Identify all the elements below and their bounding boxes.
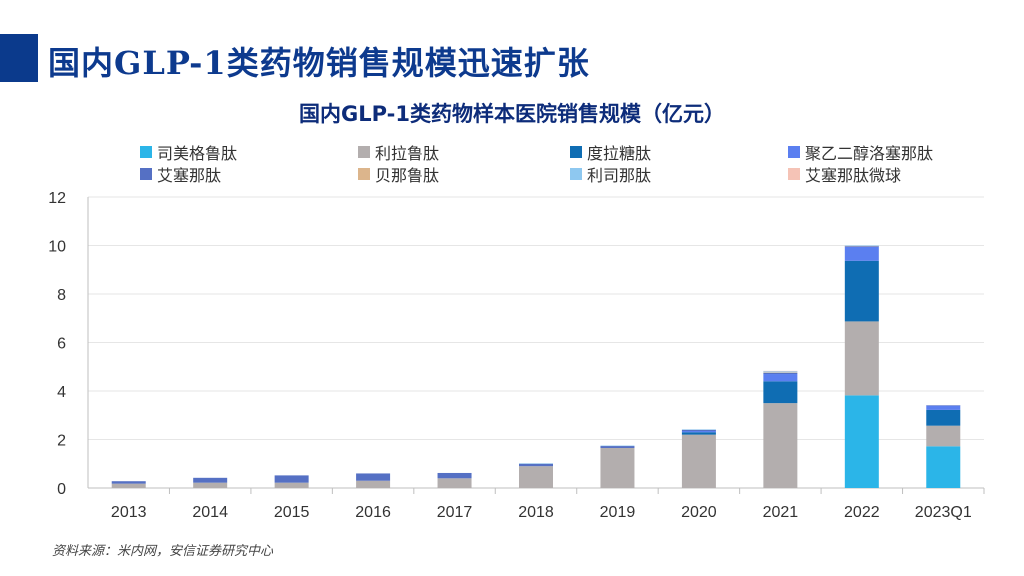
bar-segment [763,371,798,373]
source-note: 资料来源：米内网，安信证券研究中心 [52,544,274,559]
y-tick-label: 4 [57,384,66,401]
x-tick-label: 2014 [192,504,228,521]
bar-segment [600,446,635,448]
bar-segment [844,245,879,246]
bar-segment [681,434,716,488]
legend-swatch [788,146,800,158]
legend-item: 聚乙二醇洛塞那肽 [788,140,933,164]
x-tick-label: 2019 [600,504,636,521]
bar-segment [844,321,879,396]
legend-item: 艾塞那肽 [140,162,221,186]
bar-segment [193,482,228,488]
legend-label: 利司那肽 [587,166,652,185]
bar-segment [600,445,635,447]
bar-segment [763,370,798,372]
bar-segment [763,372,798,375]
x-tick-label: 2015 [274,504,310,521]
bar-segment [763,403,798,488]
bar-segment [844,395,879,488]
legend-swatch [570,168,582,180]
legend-label: 度拉糖肽 [587,144,652,163]
bar-segment [763,372,798,373]
x-tick-label: 2021 [763,504,799,521]
bar-segment [926,409,961,426]
title-accent-bar [0,34,38,82]
bar-segment [519,466,553,488]
legend-swatch [788,168,800,180]
bar-segment [519,463,553,464]
bar-segment [274,475,309,483]
y-tick-label: 8 [57,287,66,304]
bar-segment [681,431,716,433]
legend-label: 司美格鲁肽 [157,144,238,163]
x-tick-label: 2020 [681,504,717,521]
legend-item: 利拉鲁肽 [358,140,439,164]
bar-segment [763,381,798,404]
bar-segment [681,432,716,435]
legend-label: 艾塞那肽微球 [805,166,902,185]
bar-segment [681,429,716,430]
bar-segment [926,405,961,406]
bar-segment [193,477,228,483]
bar-segment [681,429,716,432]
legend-label: 利拉鲁肽 [375,144,440,163]
x-tick-label: 2023Q1 [915,504,972,521]
legend-item: 贝那鲁肽 [358,162,439,186]
x-tick-label: 2022 [844,504,880,521]
legend-label: 贝那鲁肽 [375,166,440,185]
legend-item: 司美格鲁肽 [140,140,237,164]
bar-segment [926,405,961,410]
x-tick-label: 2016 [355,504,391,521]
bar-segment [111,483,146,488]
chart-title: 国内GLP-1类药物样本医院销售规模（亿元） [299,102,725,126]
x-tick-label: 2017 [437,504,473,521]
y-tick-label: 6 [57,336,66,353]
y-tick-label: 12 [48,190,66,207]
bar-segment [437,472,472,479]
bar-segment [356,480,391,488]
bar-segment [763,374,798,382]
legend-swatch [358,168,370,180]
bar-segment [111,481,146,484]
bar-segment [926,446,961,488]
bar-segment [926,425,961,447]
x-tick-label: 2018 [518,504,554,521]
bar-segment [356,473,391,481]
legend-item: 利司那肽 [570,162,651,186]
legend-swatch [358,146,370,158]
legend-swatch [140,168,152,180]
bar-segment [844,246,879,261]
legend-swatch [570,146,582,158]
bar-segment [437,478,472,488]
bar-segment [274,482,309,488]
x-tick-label: 2013 [111,504,147,521]
bar-segment [844,245,879,247]
legend-item: 度拉糖肽 [570,140,651,164]
y-tick-label: 10 [48,239,66,256]
legend-item: 艾塞那肽微球 [788,162,901,186]
legend-swatch [140,146,152,158]
bar-segment [600,447,635,488]
bar-segment [519,463,553,467]
legend-label: 艾塞那肽 [157,166,222,185]
y-tick-label: 0 [57,481,66,498]
bar-segment [844,260,879,322]
y-tick-label: 2 [57,433,66,450]
legend-label: 聚乙二醇洛塞那肽 [805,144,934,163]
slide-title: 国内GLP-1类药物销售规模迅速扩张 [48,44,590,82]
